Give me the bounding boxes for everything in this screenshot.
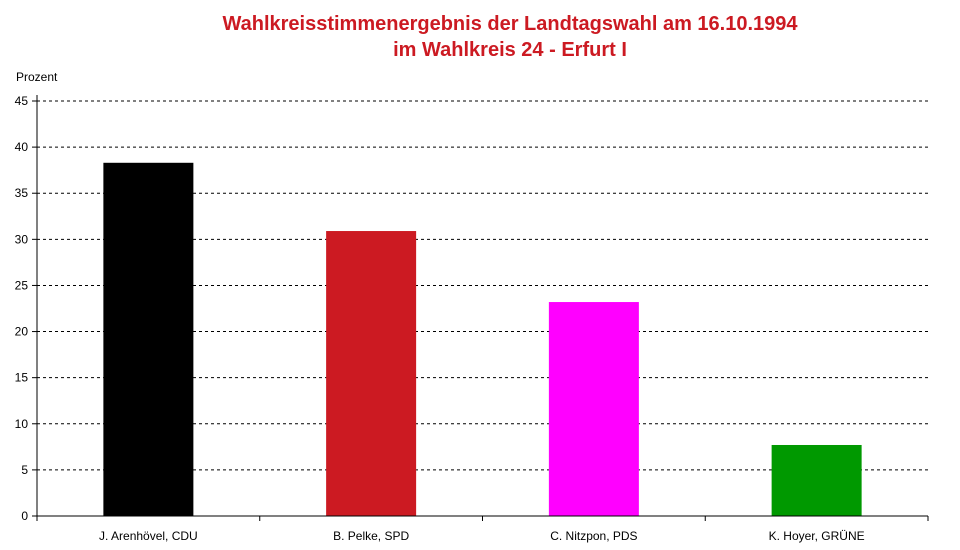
y-tick-label: 30 xyxy=(15,232,29,246)
y-tick-label: 45 xyxy=(15,94,29,108)
bar xyxy=(103,162,194,517)
x-tick-label: J. Arenhövel, CDU xyxy=(99,529,198,543)
y-tick-label: 10 xyxy=(15,417,29,431)
x-tick-label: C. Nitzpon, PDS xyxy=(550,529,637,543)
y-tick-label: 40 xyxy=(15,140,29,154)
y-axis-label: Prozent xyxy=(16,70,58,84)
y-tick-label: 5 xyxy=(21,463,28,477)
bar xyxy=(771,444,862,516)
bar xyxy=(326,231,417,517)
chart-subtitle: im Wahlkreis 24 - Erfurt I xyxy=(393,39,627,61)
y-tick-label: 15 xyxy=(15,371,29,385)
y-tick-label: 20 xyxy=(15,325,29,339)
bar xyxy=(548,302,639,516)
x-tick-label: K. Hoyer, GRÜNE xyxy=(769,529,865,543)
x-tick-label: B. Pelke, SPD xyxy=(333,529,409,543)
y-tick-label: 25 xyxy=(15,278,29,292)
y-tick-label: 0 xyxy=(21,509,28,523)
chart-title: Wahlkreisstimmenergebnis der Landtagswah… xyxy=(222,13,798,35)
y-tick-label: 35 xyxy=(15,186,29,200)
